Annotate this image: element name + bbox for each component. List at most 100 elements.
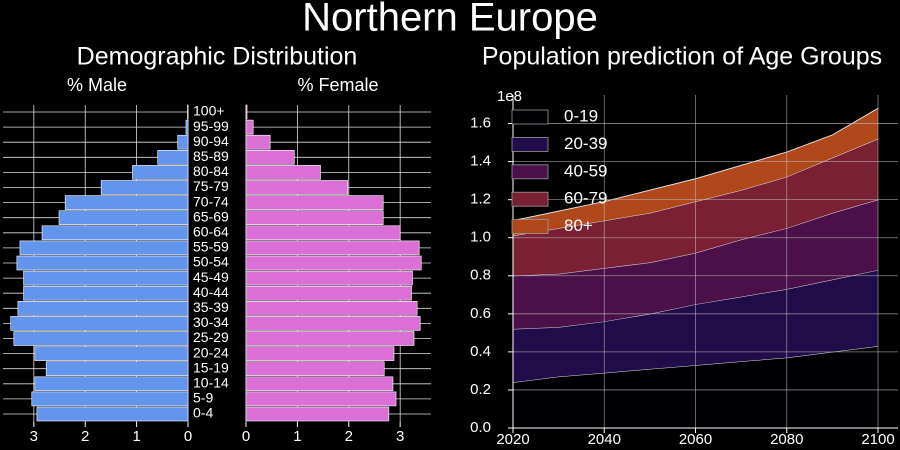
bar: [157, 150, 189, 165]
x-tick-label: 0: [184, 428, 192, 445]
bar: [34, 346, 189, 361]
bar: [245, 406, 390, 422]
x-tick-label: 1: [293, 428, 301, 445]
bar: [245, 119, 254, 135]
x-tick-label: 2040: [588, 431, 621, 448]
bar: [34, 376, 189, 392]
y-tick-label: 1.2: [470, 191, 491, 208]
legend-swatch: [511, 109, 549, 125]
category-label: 15-19: [193, 359, 229, 375]
legend-label: 0-19: [564, 106, 598, 125]
bar: [187, 104, 189, 120]
category-label: 60-64: [193, 224, 229, 240]
panel-title: % Male: [67, 75, 127, 95]
y-tick-label: 1.6: [470, 115, 491, 132]
bar: [58, 210, 189, 225]
bar: [100, 180, 189, 195]
y-tick-label: 0.8: [470, 267, 491, 284]
y-tick-label: 1.4: [470, 153, 491, 170]
bar: [245, 210, 384, 225]
category-label: 80-84: [193, 163, 229, 179]
x-tick-label: 3: [30, 428, 38, 445]
category-label: 25-29: [193, 329, 229, 345]
bar: [245, 104, 248, 120]
x-tick-label: 2100: [861, 431, 894, 448]
legend-label: 40-59: [564, 161, 607, 180]
x-tick-label: 1: [132, 428, 140, 445]
category-label: 85-89: [193, 148, 229, 164]
bar: [245, 225, 401, 241]
category-label: 55-59: [193, 239, 229, 255]
bar: [245, 165, 321, 180]
bar: [177, 134, 189, 150]
category-label: 5-9: [193, 390, 213, 406]
bar: [245, 346, 395, 361]
category-label: 20-24: [193, 344, 229, 360]
legend-label: 20-39: [564, 134, 607, 153]
category-label: 95-99: [193, 118, 229, 134]
chart-title: Population prediction of Age Groups: [482, 43, 882, 71]
y-tick-label: 0.0: [470, 419, 491, 436]
category-label: 65-69: [193, 208, 229, 224]
category-label: 10-14: [193, 375, 229, 391]
bar: [31, 391, 189, 407]
y-tick-label: 0.2: [470, 381, 491, 398]
bar: [245, 285, 412, 301]
legend-swatch: [511, 191, 549, 207]
x-tick-label: 2080: [770, 431, 803, 448]
category-label: 30-34: [193, 314, 229, 330]
category-label: 50-54: [193, 254, 229, 270]
legend-swatch: [511, 219, 549, 235]
legend-label: 80+: [564, 216, 593, 235]
bar: [23, 285, 189, 301]
panel-title: % Female: [297, 75, 378, 95]
x-tick-label: 3: [396, 428, 404, 445]
bar: [245, 180, 349, 195]
bar: [41, 225, 189, 241]
category-label: 100+: [193, 103, 225, 119]
bar: [245, 331, 415, 346]
category-label: 45-49: [193, 269, 229, 285]
bar: [245, 376, 394, 392]
bar: [245, 316, 421, 331]
category-label: 70-74: [193, 193, 229, 209]
y-tick-label: 1.0: [470, 229, 491, 246]
x-tick-label: 2060: [679, 431, 712, 448]
chart-title: Demographic Distribution: [77, 43, 358, 71]
x-tick-label: 2: [345, 428, 353, 445]
bar: [245, 195, 384, 210]
bar: [245, 134, 271, 150]
bar: [16, 255, 189, 271]
bar: [132, 165, 189, 180]
bar: [10, 316, 189, 331]
y-offset-label: 1e8: [497, 88, 522, 105]
bar: [36, 406, 189, 422]
y-tick-label: 0.6: [470, 305, 491, 322]
x-tick-label: 2020: [496, 431, 529, 448]
bar: [64, 195, 189, 210]
bar: [245, 270, 413, 286]
category-label: 75-79: [193, 178, 229, 194]
bar: [245, 240, 420, 256]
bar: [13, 331, 189, 346]
bar: [245, 391, 397, 407]
bar: [19, 240, 189, 256]
bar: [185, 119, 189, 135]
legend-swatch: [511, 164, 549, 180]
category-label: 0-4: [193, 405, 213, 421]
category-label: 35-39: [193, 299, 229, 315]
x-tick-label: 2: [81, 428, 89, 445]
category-label: 40-44: [193, 284, 229, 300]
bar: [245, 255, 422, 271]
bar: [245, 150, 295, 165]
bar: [45, 361, 189, 377]
figure-title: Northern Europe: [302, 0, 598, 40]
bar: [23, 270, 189, 286]
category-label: 90-94: [193, 133, 229, 149]
bar: [245, 300, 418, 316]
y-tick-label: 0.4: [470, 343, 491, 360]
x-tick-label: 0: [242, 428, 250, 445]
bar: [245, 361, 385, 377]
bar: [17, 300, 189, 316]
